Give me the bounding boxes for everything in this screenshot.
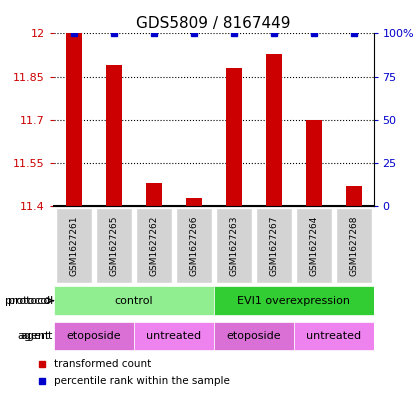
- FancyBboxPatch shape: [295, 208, 332, 283]
- Bar: [266, 53, 282, 206]
- FancyBboxPatch shape: [136, 208, 172, 283]
- Text: protocol: protocol: [5, 296, 50, 306]
- Bar: [226, 68, 242, 206]
- Bar: [186, 198, 202, 206]
- Bar: [146, 183, 162, 206]
- Text: GSM1627264: GSM1627264: [309, 215, 318, 276]
- Text: GSM1627263: GSM1627263: [229, 215, 238, 276]
- FancyBboxPatch shape: [54, 286, 214, 315]
- Text: GSM1627267: GSM1627267: [269, 215, 278, 276]
- FancyBboxPatch shape: [56, 208, 92, 283]
- Text: percentile rank within the sample: percentile rank within the sample: [54, 376, 230, 386]
- Text: untreated: untreated: [306, 331, 361, 341]
- FancyBboxPatch shape: [214, 322, 294, 350]
- FancyBboxPatch shape: [216, 208, 251, 283]
- Title: GDS5809 / 8167449: GDS5809 / 8167449: [137, 16, 291, 31]
- FancyBboxPatch shape: [176, 208, 212, 283]
- Bar: [106, 65, 122, 206]
- FancyBboxPatch shape: [134, 322, 214, 350]
- Bar: [305, 120, 322, 206]
- FancyBboxPatch shape: [214, 286, 374, 315]
- Text: agent: agent: [17, 331, 50, 341]
- Text: etoposide: etoposide: [66, 331, 121, 341]
- Text: GSM1627266: GSM1627266: [189, 215, 198, 276]
- Bar: [66, 33, 82, 206]
- FancyBboxPatch shape: [96, 208, 132, 283]
- FancyBboxPatch shape: [336, 208, 371, 283]
- Text: GSM1627262: GSM1627262: [149, 215, 158, 276]
- Text: protocol: protocol: [8, 296, 53, 306]
- Text: GSM1627265: GSM1627265: [110, 215, 118, 276]
- Bar: [346, 186, 361, 206]
- Text: GSM1627261: GSM1627261: [69, 215, 78, 276]
- FancyBboxPatch shape: [294, 322, 374, 350]
- FancyBboxPatch shape: [54, 322, 134, 350]
- Text: control: control: [115, 296, 153, 306]
- Text: agent: agent: [21, 331, 53, 341]
- Text: EVI1 overexpression: EVI1 overexpression: [237, 296, 350, 306]
- Text: GSM1627268: GSM1627268: [349, 215, 358, 276]
- Text: etoposide: etoposide: [226, 331, 281, 341]
- Text: transformed count: transformed count: [54, 359, 151, 369]
- Text: untreated: untreated: [146, 331, 201, 341]
- FancyBboxPatch shape: [256, 208, 292, 283]
